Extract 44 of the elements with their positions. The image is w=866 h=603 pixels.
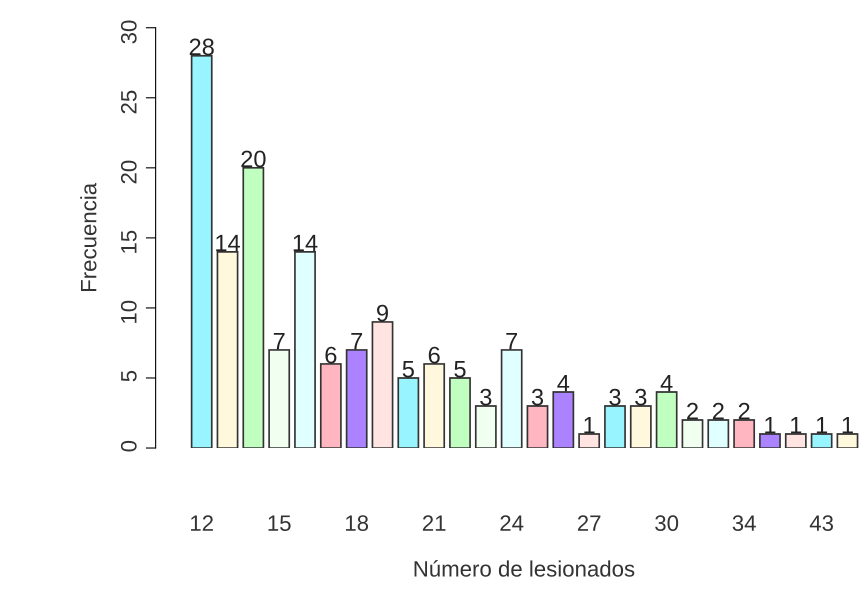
y-tick-label: 30	[120, 20, 137, 44]
data-label: 14	[294, 234, 318, 252]
data-label: 7	[351, 332, 362, 350]
data-label: 4	[660, 375, 673, 392]
data-label: 4	[557, 375, 570, 392]
data-label: 3	[635, 388, 646, 406]
data-label: 2	[712, 402, 724, 420]
data-label: 2	[687, 402, 698, 420]
data-label: 3	[532, 388, 544, 406]
data-label: 20	[241, 150, 266, 168]
data-label: 1	[791, 417, 802, 434]
data-label: 1	[584, 417, 595, 434]
x-tick-label: 24	[500, 515, 524, 531]
data-label: 5	[454, 361, 466, 378]
x-tick-label: 12	[191, 515, 213, 531]
data-label: 9	[377, 304, 388, 322]
x-tick-label: 21	[422, 515, 446, 531]
y-axis-title: Frecuencia	[80, 182, 96, 292]
data-label: 3	[480, 388, 492, 406]
y-tick-label: 0	[120, 440, 137, 452]
y-tick-label: 20	[120, 160, 137, 184]
data-label: 2	[738, 402, 750, 420]
data-label: 6	[325, 346, 336, 364]
data-label: 7	[506, 332, 518, 350]
data-label: 14	[216, 234, 240, 252]
y-tick-label: 25	[120, 90, 137, 114]
x-axis-title: Número de lesionados	[414, 560, 634, 577]
data-label: 6	[428, 346, 440, 364]
x-tick-label: 34	[732, 515, 756, 532]
data-label: 28	[190, 38, 214, 56]
y-tick-label: 5	[121, 370, 137, 382]
data-label: 7	[274, 332, 285, 350]
data-label: 1	[842, 417, 853, 434]
x-tick-label: 15	[268, 516, 291, 532]
data-label: 1	[816, 417, 828, 434]
data-label: 1	[765, 417, 776, 434]
y-tick-label: 15	[121, 230, 137, 253]
data-label: 5	[402, 361, 414, 378]
x-tick-label: 27	[578, 515, 600, 531]
data-label: 3	[609, 388, 621, 406]
x-tick-label: 30	[655, 515, 678, 532]
y-tick-label: 10	[120, 300, 137, 323]
x-tick-label: 43	[810, 515, 834, 532]
x-tick-label: 18	[346, 515, 368, 532]
